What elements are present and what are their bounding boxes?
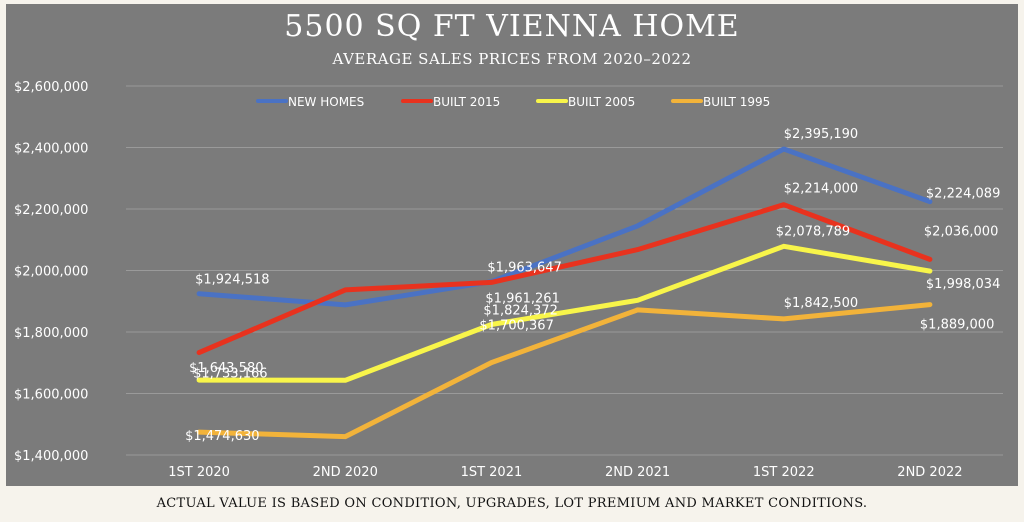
- series-line: [196, 302, 933, 440]
- data-label: $2,078,789: [776, 224, 850, 239]
- data-label: $1,963,647: [487, 261, 561, 276]
- legend-label: BUILT 1995: [703, 95, 770, 109]
- data-label: $1,824,372: [483, 304, 557, 319]
- y-tick-label: $1,800,000: [14, 326, 88, 341]
- x-tick-label: 2ND 2022: [897, 465, 962, 480]
- x-tick-label: 1ST 2021: [461, 465, 523, 480]
- chart-subtitle: AVERAGE SALES PRICES FROM 2020–2022: [331, 50, 691, 68]
- data-label: $1,733,166: [193, 367, 267, 382]
- x-tick-label: 2ND 2021: [605, 465, 670, 480]
- y-tick-label: $2,600,000: [14, 80, 88, 95]
- legend-label: BUILT 2015: [433, 95, 500, 109]
- y-tick-label: $2,200,000: [14, 203, 88, 218]
- legend-label: NEW HOMES: [288, 95, 364, 109]
- legend-label: BUILT 2005: [568, 95, 635, 109]
- gridlines: [126, 85, 1003, 456]
- data-label: $2,036,000: [924, 224, 998, 239]
- x-tick-label: 2ND 2020: [313, 465, 378, 480]
- data-label: $1,961,261: [485, 291, 559, 306]
- data-label: $2,214,000: [784, 182, 858, 197]
- y-tick-label: $2,000,000: [14, 265, 88, 280]
- data-label: $1,474,630: [185, 429, 259, 444]
- x-tick-label: 1ST 2020: [168, 465, 230, 480]
- chart-title: 5500 SQ FT VIENNA HOME: [284, 9, 739, 44]
- x-axis: 1ST 2020 2ND 2020 1ST 2021 2ND 2021 1ST 2022…: [168, 465, 962, 480]
- data-label: $2,395,190: [784, 127, 858, 142]
- data-label: $1,924,518: [195, 273, 269, 288]
- series-lines: [196, 146, 933, 440]
- legend: NEW HOMES BUILT 2015 BUILT 2005 BUILT 1995: [256, 95, 770, 109]
- series-line: [196, 202, 933, 356]
- y-axis: $1,400,000 $1,600,000 $1,800,000 $2,000,000…: [14, 80, 88, 464]
- footer-note: ACTUAL VALUE IS BASED ON CONDITION, UPGR…: [156, 496, 868, 511]
- y-tick-label: $2,400,000: [14, 142, 88, 157]
- data-label: $1,700,367: [479, 319, 553, 334]
- chart-background: [6, 4, 1018, 486]
- data-labels: $1,924,518 $1,963,647 $2,395,190 $2,224,089…: [185, 127, 1000, 444]
- series-line: [196, 243, 933, 383]
- data-label: $1,889,000: [920, 318, 994, 333]
- x-tick-label: 1ST 2022: [753, 465, 815, 480]
- data-label: $1,643,580: [189, 361, 263, 376]
- y-tick-label: $1,400,000: [14, 449, 88, 464]
- data-label: $2,224,089: [926, 187, 1000, 202]
- data-label: $1,842,500: [784, 296, 858, 311]
- y-tick-label: $1,600,000: [14, 388, 88, 403]
- data-label: $1,998,034: [926, 277, 1000, 292]
